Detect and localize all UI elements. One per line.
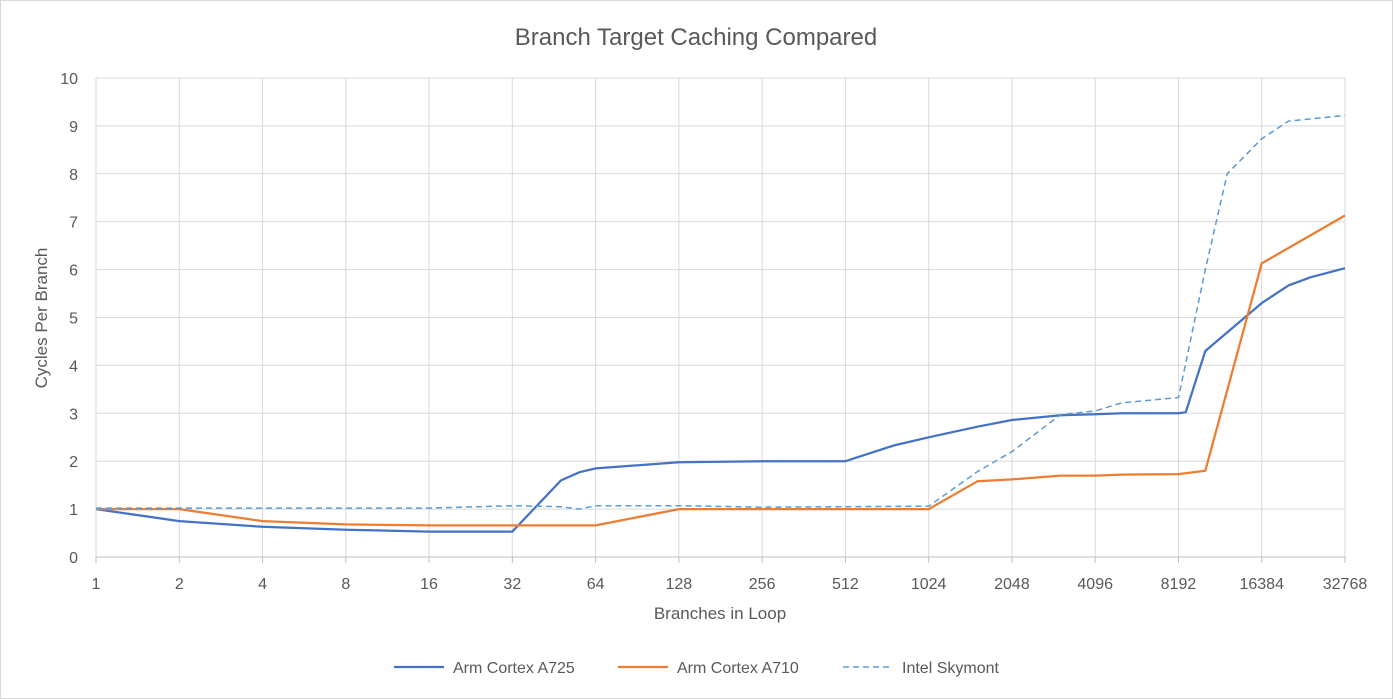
chart-title: Branch Target Caching Compared (515, 24, 877, 51)
x-tick-label: 64 (587, 576, 605, 593)
x-tick-label: 256 (749, 576, 776, 593)
legend-label: Intel Skymont (902, 660, 999, 677)
x-tick-label: 2048 (994, 576, 1030, 593)
x-tick-label: 1 (92, 576, 101, 593)
x-tick-label: 1024 (911, 576, 947, 593)
y-tick-label: 5 (69, 311, 78, 328)
y-tick-label: 6 (69, 263, 78, 280)
x-tick-label: 128 (666, 576, 693, 593)
legend: Arm Cortex A725 Arm Cortex A710 Intel Skym… (394, 660, 999, 677)
x-tick-label: 2 (175, 576, 184, 593)
x-tick-label: 8 (341, 576, 350, 593)
y-tick-label: 7 (69, 215, 78, 232)
y-tick-label: 9 (69, 119, 78, 136)
y-tick-label: 0 (69, 550, 78, 567)
x-tick-label: 512 (832, 576, 859, 593)
x-tick-label: 32 (503, 576, 521, 593)
y-tick-label: 10 (60, 71, 78, 88)
legend-label: Arm Cortex A725 (453, 660, 575, 677)
y-tick-label: 2 (69, 454, 78, 471)
series-group (95, 114, 1346, 533)
legend-label: Arm Cortex A710 (677, 660, 799, 677)
series-line-arm-cortex-a725 (95, 267, 1346, 533)
series-line-arm-cortex-a710 (96, 214, 1346, 527)
x-tick-label: 16384 (1239, 576, 1284, 593)
x-tick-label: 4 (258, 576, 267, 593)
y-axis-ticks: 0 1 2 3 4 5 6 7 8 9 10 (60, 71, 78, 567)
y-tick-label: 1 (69, 502, 78, 519)
x-tick-label: 16 (420, 576, 438, 593)
x-tick-label: 32768 (1323, 576, 1368, 593)
x-tick-label: 4096 (1077, 576, 1113, 593)
y-tick-label: 3 (69, 406, 78, 423)
y-tick-label: 4 (69, 358, 78, 375)
x-axis-ticks: 1 2 4 8 16 32 64 128 256 512 1024 2048 4096 8192 16384… (92, 557, 1368, 593)
series-line-intel-skymont (96, 114, 1346, 510)
x-tick-label: 8192 (1161, 576, 1197, 593)
gridlines (95, 77, 1346, 557)
x-axis-title: Branches in Loop (654, 604, 786, 623)
y-axis-title: Cycles Per Branch (32, 248, 51, 389)
y-tick-label: 8 (69, 167, 78, 184)
